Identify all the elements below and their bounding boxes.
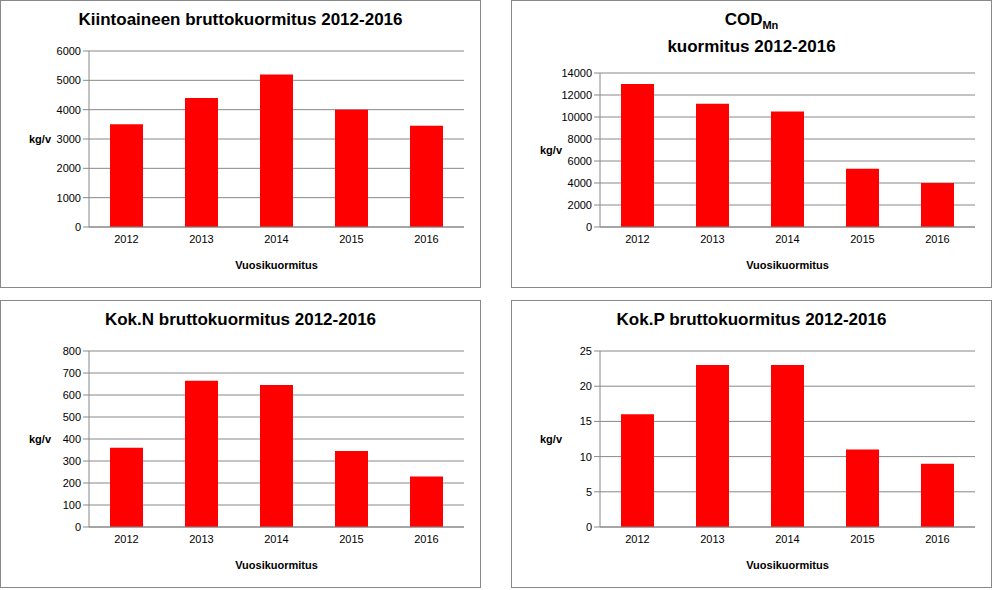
svg-text:kg/v: kg/v [29, 133, 52, 145]
svg-text:2015: 2015 [339, 533, 363, 545]
svg-text:2012: 2012 [625, 533, 649, 545]
html-text:Kok.N bruttokuormitus 2012-201: Kok.N bruttokuormitus 2012-2016 [104, 310, 377, 329]
svg-text:2014: 2014 [775, 233, 799, 245]
svg-text:2016: 2016 [414, 533, 438, 545]
svg-text:2016: 2016 [414, 233, 438, 245]
svg-text:100: 100 [63, 499, 81, 511]
svg-text:300: 300 [63, 455, 81, 467]
svg-text:15: 15 [580, 415, 592, 427]
svg-text:2013: 2013 [189, 233, 213, 245]
svg-text:12000: 12000 [561, 89, 592, 101]
svg-text:2014: 2014 [775, 533, 799, 545]
svg-text:14000: 14000 [561, 67, 592, 79]
svg-text:5: 5 [586, 486, 592, 498]
svg-text:600: 600 [63, 389, 81, 401]
svg-text:2012: 2012 [114, 533, 138, 545]
svg-text:6000: 6000 [57, 45, 81, 57]
html-text:CODMn: CODMn [724, 10, 779, 32]
svg-text:0: 0 [75, 521, 81, 533]
svg-text:800: 800 [63, 345, 81, 357]
svg-text:kg/v: kg/v [29, 433, 52, 445]
svg-text:0: 0 [586, 521, 592, 533]
svg-text:2015: 2015 [850, 233, 874, 245]
svg-text:2015: 2015 [339, 233, 363, 245]
svg-text:700: 700 [63, 367, 81, 379]
svg-text:2013: 2013 [189, 533, 213, 545]
svg-text:2013: 2013 [700, 233, 724, 245]
svg-text:2013: 2013 [700, 533, 724, 545]
svg-text:Vuosikuormitus: Vuosikuormitus [746, 259, 829, 271]
svg-text:2015: 2015 [850, 533, 874, 545]
svg-text:6000: 6000 [568, 155, 592, 167]
svg-text:500: 500 [63, 411, 81, 423]
svg-text:10: 10 [580, 451, 592, 463]
svg-text:Vuosikuormitus: Vuosikuormitus [235, 559, 318, 571]
svg-text:2014: 2014 [264, 533, 288, 545]
svg-text:2012: 2012 [625, 233, 649, 245]
svg-text:25: 25 [580, 345, 592, 357]
html-text:Kok.P bruttokuormitus 2012-201: Kok.P bruttokuormitus 2012-2016 [616, 310, 887, 329]
svg-text:2016: 2016 [925, 533, 949, 545]
svg-text:4000: 4000 [57, 104, 81, 116]
svg-text:1000: 1000 [57, 192, 81, 204]
svg-text:10000: 10000 [561, 111, 592, 123]
svg-text:0: 0 [75, 221, 81, 233]
html-text:kuormitus 2012-2016: kuormitus 2012-2016 [667, 37, 836, 57]
svg-text:kg/v: kg/v [540, 433, 563, 445]
svg-text:2000: 2000 [57, 162, 81, 174]
html-text:Kiintoaineen bruttokuormitus 2: Kiintoaineen bruttokuormitus 2012-2016 [78, 10, 403, 29]
svg-text:400: 400 [63, 433, 81, 445]
svg-text:4000: 4000 [568, 177, 592, 189]
svg-text:kg/v: kg/v [540, 144, 563, 156]
svg-text:2014: 2014 [264, 233, 288, 245]
svg-text:200: 200 [63, 477, 81, 489]
svg-text:5000: 5000 [57, 74, 81, 86]
svg-text:3000: 3000 [57, 133, 81, 145]
svg-text:8000: 8000 [568, 133, 592, 145]
svg-text:2016: 2016 [925, 233, 949, 245]
svg-text:20: 20 [580, 380, 592, 392]
svg-text:2012: 2012 [114, 233, 138, 245]
svg-text:Vuosikuormitus: Vuosikuormitus [235, 259, 318, 271]
svg-text:Vuosikuormitus: Vuosikuormitus [746, 559, 829, 571]
svg-text:2000: 2000 [568, 199, 592, 211]
svg-text:0: 0 [586, 221, 592, 233]
